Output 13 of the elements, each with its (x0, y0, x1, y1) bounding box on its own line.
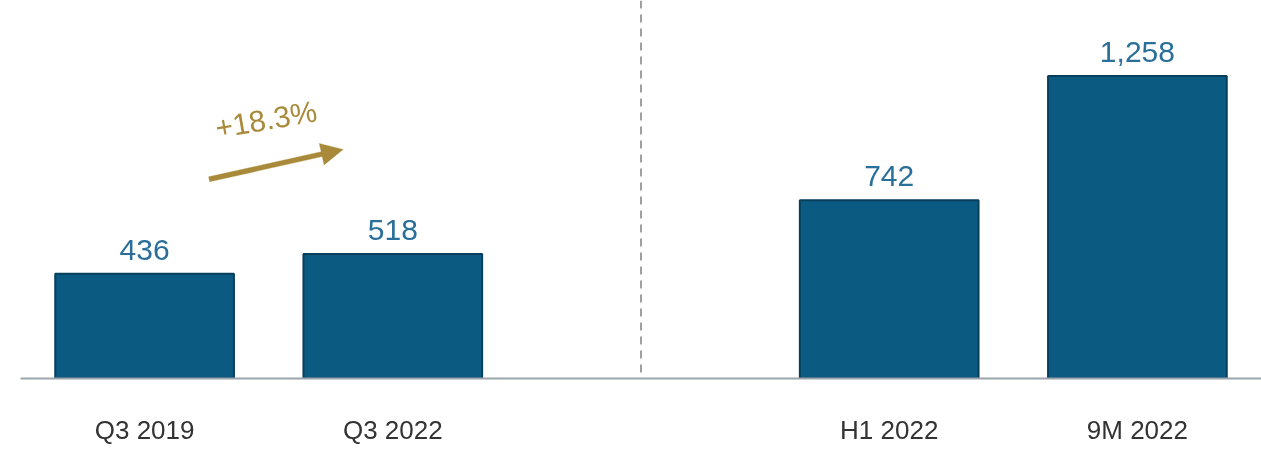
data-label: 518 (367, 212, 418, 246)
bar (1047, 75, 1228, 379)
x-tick-label: Q3 2019 (94, 414, 195, 445)
annotation: +18.3% (212, 94, 320, 145)
bar (798, 199, 980, 379)
data-label: 742 (864, 159, 915, 193)
x-tick-label: H1 2022 (840, 414, 939, 445)
data-label: 436 (119, 232, 170, 266)
x-tick-label: 9M 2022 (1086, 414, 1188, 445)
bar (302, 252, 484, 379)
bar (54, 272, 235, 379)
data-label: 1,258 (1099, 35, 1175, 69)
x-tick-label: Q3 2022 (342, 414, 443, 445)
